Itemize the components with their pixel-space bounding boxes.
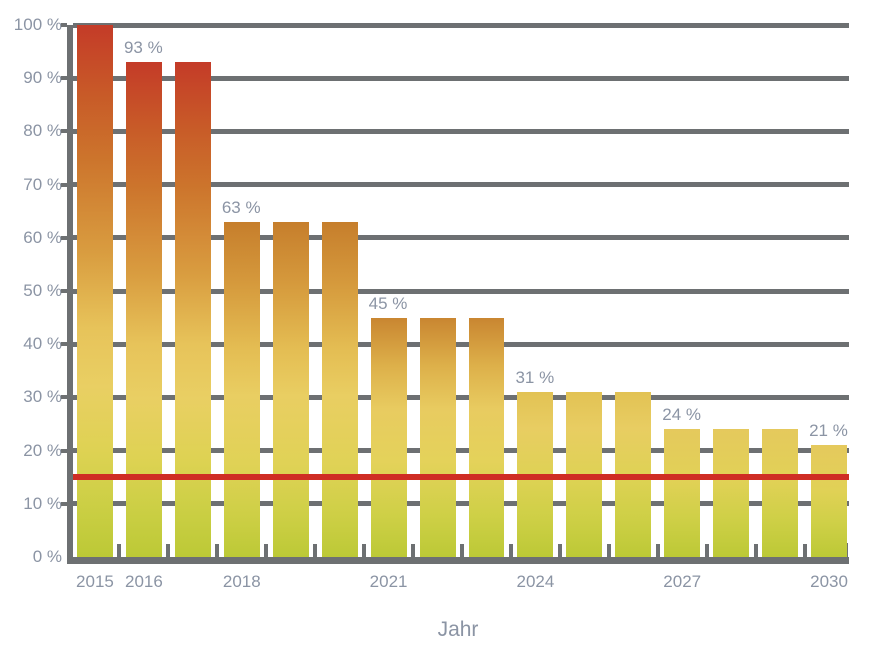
x-tick-5: [313, 544, 318, 557]
x-axis-label-2027: 2027: [663, 572, 702, 591]
y-tick-10: [61, 501, 67, 506]
gridline-90: [73, 75, 849, 81]
bar-2027: 24 %: [662, 25, 701, 557]
plot-area: 93 % 63 % 45 % 31 % 24 % 21 %: [61, 22, 849, 564]
gridline-80: [73, 128, 849, 134]
bar-fill-2028: [713, 429, 750, 557]
x-axis-label-2016: 2016: [124, 572, 163, 591]
x-axis-label-2018: 2018: [222, 572, 261, 591]
bar-value-label-2024: 31 %: [515, 368, 555, 388]
x-tick-12: [655, 544, 660, 557]
bar-2018: 63 %: [221, 25, 261, 557]
bar-2020: [321, 25, 358, 557]
y-axis-label-50: 50 %: [23, 281, 62, 300]
x-tick-13: [704, 544, 709, 557]
bar-fill-2017: [174, 62, 211, 557]
x-tick-2: [166, 544, 171, 557]
x-tick-7: [411, 544, 416, 557]
y-axis-label-80: 80 %: [23, 121, 62, 141]
y-axis-label-100: 100 %: [13, 15, 62, 34]
bar-fill-2019: [272, 221, 309, 557]
y-tick-30: [61, 395, 67, 400]
y-tick-70: [61, 182, 67, 187]
y-tick-40: [61, 342, 67, 347]
bar-value-label-2018: 63 %: [221, 197, 261, 217]
x-tick-14: [753, 544, 758, 557]
bar-value-label-2021: 45 %: [368, 293, 408, 313]
gridline-50: [73, 288, 849, 294]
bar-value-label-2030: 21 %: [809, 421, 848, 441]
reference-line: [73, 474, 849, 481]
gridline-60: [73, 235, 849, 241]
gridline-100: [73, 22, 849, 28]
bar-2028: [713, 25, 750, 557]
x-axis-label-2030: 2030: [810, 572, 848, 591]
bar-2023: [468, 25, 505, 557]
y-axis-label-60: 60 %: [23, 227, 62, 247]
bar-2021: 45 %: [368, 25, 408, 557]
x-tick-10: [557, 544, 562, 557]
bar-2030: 21 %: [809, 25, 848, 557]
x-tick-4: [264, 544, 269, 557]
y-axis-label-20: 20 %: [23, 440, 62, 460]
y-axis-label-0: 0 %: [32, 547, 62, 566]
gridline-10: [73, 501, 849, 507]
bar-fill-2027: [664, 429, 701, 557]
bar-value-label-2016: 93 %: [123, 38, 163, 58]
x-tick-8: [460, 544, 464, 557]
x-axis-label-2021: 2021: [369, 572, 408, 591]
x-tick-1: [117, 544, 122, 557]
y-tick-80: [61, 129, 67, 134]
bar-fill-2021: [370, 317, 407, 557]
x-axis-label-2024: 2024: [516, 572, 555, 591]
y-axis-label-10: 10 %: [23, 493, 62, 513]
bar-value-label-2027: 24 %: [662, 405, 701, 425]
x-tick-11: [606, 544, 611, 557]
x-tick-15: [802, 544, 807, 557]
y-tick-90: [61, 76, 67, 81]
bar-2015: [77, 25, 113, 557]
y-axis-label-30: 30 %: [23, 387, 62, 407]
y-tick-100: [61, 23, 67, 27]
bar-fill-2016: [125, 62, 162, 557]
x-tick-3: [215, 544, 220, 557]
bar-2022: [419, 25, 456, 557]
gridline-20: [73, 448, 849, 454]
bar-fill-2029: [762, 429, 799, 557]
bar-fill-2015: [77, 25, 113, 557]
gridline-30: [73, 394, 849, 400]
bar-2019: [272, 25, 309, 557]
bar-2029: [762, 25, 799, 557]
y-tick-60: [61, 235, 67, 240]
y-axis-label-40: 40 %: [23, 334, 62, 354]
y-tick-20: [61, 448, 67, 453]
bar-fill-2018: [223, 221, 260, 557]
x-tick-6: [362, 544, 367, 557]
x-tick-9: [508, 544, 513, 557]
y-axis-label-70: 70 %: [23, 174, 62, 194]
y-tick-50: [61, 289, 67, 293]
gridline-70: [73, 182, 849, 188]
x-axis-title: Jahr: [437, 618, 479, 641]
bar-fill-2022: [419, 317, 456, 557]
bar-fill-2023: [468, 317, 505, 557]
bar-fill-2020: [321, 221, 358, 557]
y-axis-label-90: 90 %: [23, 68, 62, 88]
x-axis-label-2015: 2015: [76, 572, 114, 591]
bar-fill-2030: [811, 445, 847, 557]
gridline-40: [73, 341, 849, 347]
